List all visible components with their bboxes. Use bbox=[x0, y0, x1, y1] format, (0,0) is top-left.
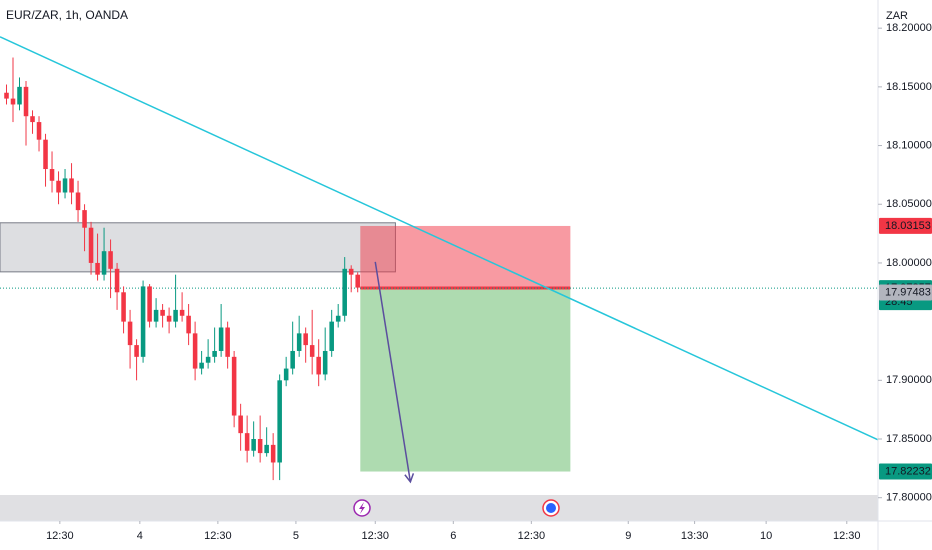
candle-body bbox=[121, 292, 126, 322]
candle-body bbox=[322, 350, 328, 375]
candle-body bbox=[264, 444, 269, 454]
candle-body bbox=[212, 350, 217, 357]
candle-body bbox=[36, 122, 42, 140]
candle-body bbox=[199, 362, 204, 369]
candle-body bbox=[114, 268, 120, 293]
price-label-bg bbox=[879, 463, 932, 480]
x-tick-label: 13:30 bbox=[681, 530, 709, 542]
candle-body bbox=[205, 356, 211, 363]
candle-body bbox=[283, 368, 289, 381]
currency-label: ZAR bbox=[886, 10, 908, 22]
event-icon[interactable] bbox=[353, 499, 371, 517]
candle-body bbox=[277, 380, 282, 463]
candle-body bbox=[192, 333, 198, 369]
candle-body bbox=[179, 309, 185, 316]
candle-body bbox=[231, 356, 237, 416]
price-label-bg bbox=[879, 284, 932, 301]
candle-body bbox=[348, 268, 354, 275]
candle-body bbox=[238, 415, 243, 434]
symbol-title: EUR/ZAR, 1h, OANDA bbox=[6, 8, 128, 22]
candle-body bbox=[251, 439, 256, 451]
candle-body bbox=[108, 251, 113, 269]
y-tick-label: 18.05000 bbox=[886, 198, 932, 210]
candle-body bbox=[257, 439, 263, 454]
x-tick-label: 5 bbox=[293, 530, 299, 542]
candle-body bbox=[134, 345, 139, 357]
x-tick-label: 9 bbox=[625, 530, 631, 542]
x-tick-label: 12:30 bbox=[518, 530, 546, 542]
x-tick-label: 12:30 bbox=[833, 530, 861, 542]
supply-zone bbox=[0, 222, 396, 273]
candle-body bbox=[23, 86, 29, 117]
candle-body bbox=[329, 321, 334, 351]
price-label: 18.03153 bbox=[885, 220, 931, 232]
candle-body bbox=[166, 315, 172, 322]
candle-body bbox=[75, 192, 81, 211]
arrow-line bbox=[374, 261, 412, 482]
candle-body bbox=[296, 333, 302, 351]
candle-body bbox=[62, 178, 68, 193]
candle-body bbox=[82, 210, 87, 228]
candle-body bbox=[225, 327, 230, 357]
x-tick-label: 12:30 bbox=[361, 530, 389, 542]
candle-body bbox=[4, 92, 9, 99]
candle-body bbox=[303, 333, 308, 346]
x-tick-label: 4 bbox=[137, 530, 143, 542]
candle-body bbox=[127, 321, 133, 346]
candle-body bbox=[316, 356, 321, 375]
candle-body bbox=[309, 345, 315, 357]
y-tick-label: 17.80000 bbox=[886, 492, 932, 504]
candle-body bbox=[69, 178, 74, 193]
events-bar bbox=[0, 495, 878, 521]
y-tick-label: 17.90000 bbox=[886, 374, 932, 386]
x-tick-label: 6 bbox=[450, 530, 456, 542]
candle-body bbox=[218, 327, 224, 351]
stop-zone bbox=[360, 225, 571, 289]
x-tick-label: 12:30 bbox=[46, 530, 74, 542]
candle-body bbox=[30, 116, 35, 123]
y-tick-label: 18.20000 bbox=[886, 22, 932, 34]
target-zone bbox=[360, 288, 571, 472]
candle-body bbox=[43, 139, 48, 170]
candle-body bbox=[56, 180, 61, 193]
candle-body bbox=[173, 309, 178, 322]
candle-body bbox=[342, 268, 347, 316]
candle-body bbox=[10, 98, 16, 105]
candle-body bbox=[95, 262, 100, 275]
trendline bbox=[0, 36, 879, 441]
event-icon[interactable] bbox=[542, 499, 560, 517]
x-tick-label: 10 bbox=[760, 530, 772, 542]
y-tick-label: 17.85000 bbox=[886, 433, 932, 445]
candle-body bbox=[147, 286, 152, 322]
candle-body bbox=[17, 86, 22, 105]
candle-body bbox=[244, 433, 250, 451]
arrow-head bbox=[404, 473, 415, 484]
candle-body bbox=[186, 315, 191, 334]
candle-body bbox=[88, 227, 94, 263]
price-label-bg bbox=[879, 217, 932, 234]
x-tick-label: 12:30 bbox=[204, 530, 232, 542]
price-label: 17.82232 bbox=[885, 465, 931, 477]
candle-body bbox=[49, 169, 55, 181]
candle-body bbox=[335, 315, 341, 322]
candle-body bbox=[101, 251, 107, 275]
candle-body bbox=[290, 350, 295, 369]
y-tick-label: 18.10000 bbox=[886, 139, 932, 151]
candle-body bbox=[355, 274, 360, 288]
y-tick-label: 18.00000 bbox=[886, 257, 932, 269]
price-label: 17.97483 bbox=[885, 286, 931, 298]
y-tick-label: 18.15000 bbox=[886, 81, 932, 93]
candle-body bbox=[140, 286, 146, 357]
candle-body bbox=[160, 309, 165, 316]
candle-body bbox=[270, 444, 276, 463]
candle-body bbox=[153, 309, 159, 322]
